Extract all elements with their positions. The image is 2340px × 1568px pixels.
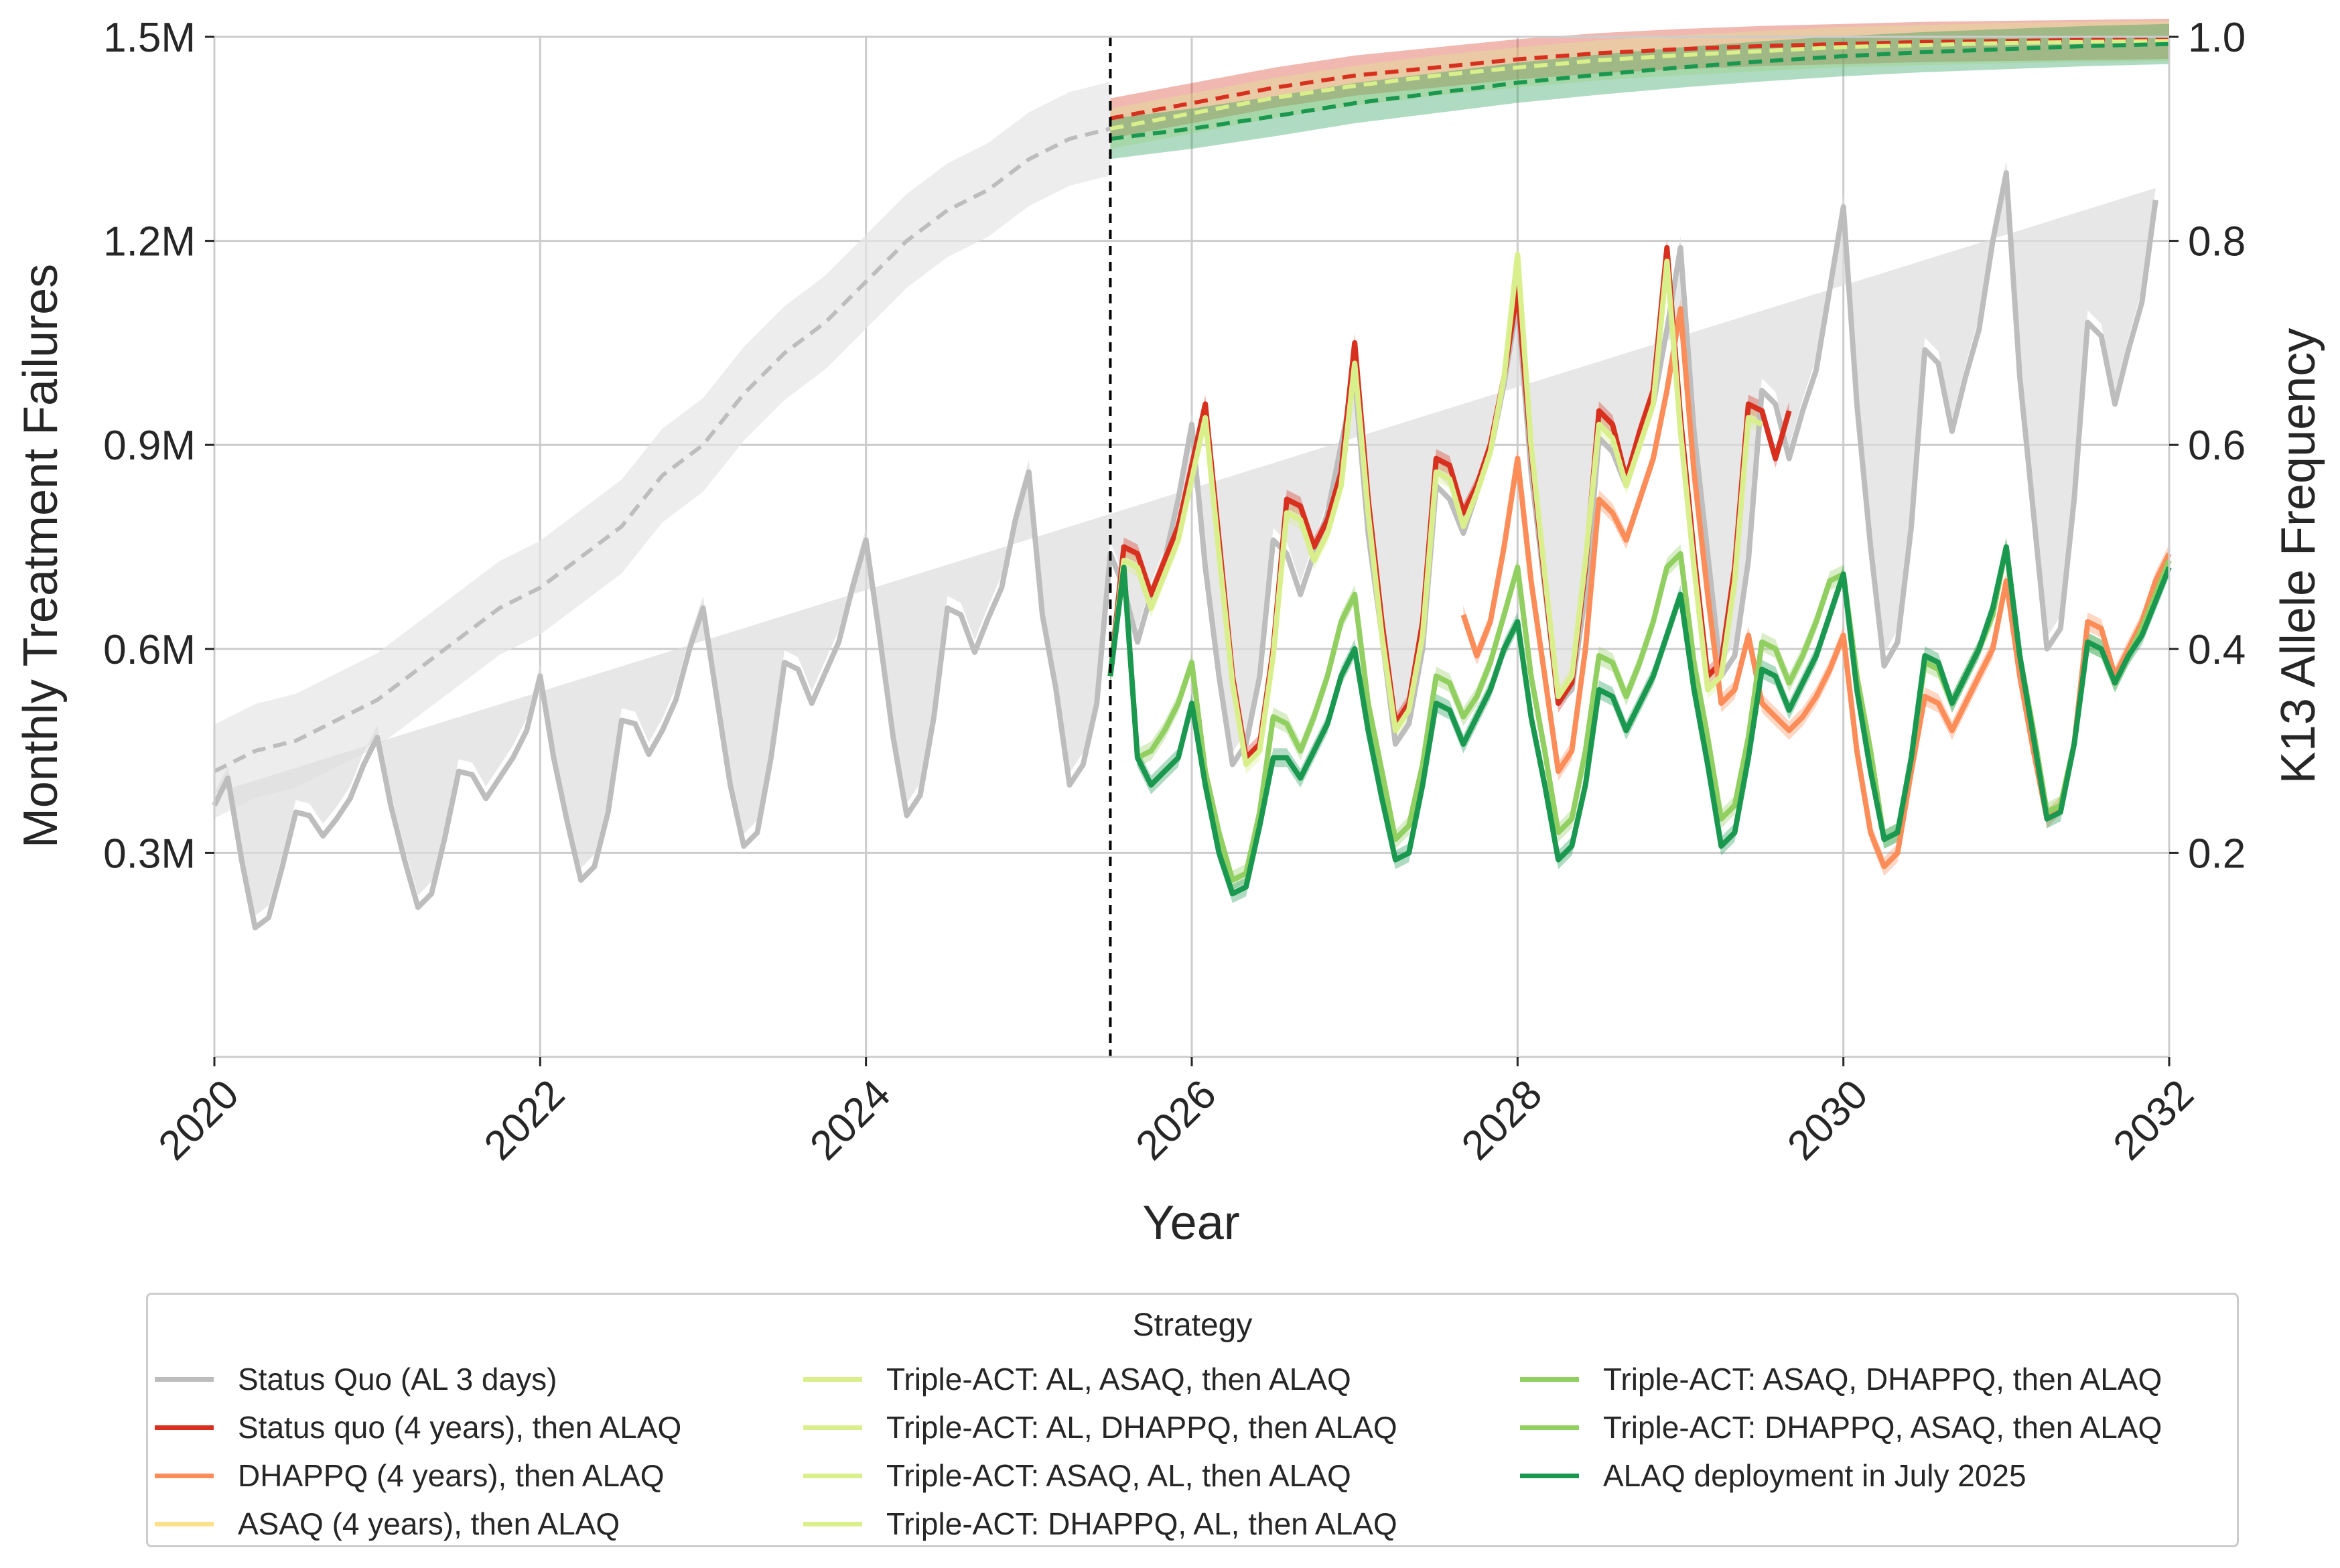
x-tick-label: 2020	[150, 1071, 248, 1169]
y-left-tick-label: 1.5M	[103, 15, 196, 61]
y-right-tick-label: 1.0	[2188, 15, 2246, 61]
legend-item: Triple-ACT: ASAQ, DHAPPQ, then ALAQ	[1520, 1355, 2162, 1403]
legend-swatch	[803, 1521, 862, 1526]
y-axis-left-title: Monthly Treatment Failures	[14, 264, 68, 848]
legend-item: ASAQ (4 years), then ALAQ	[155, 1500, 681, 1548]
legend-swatch	[155, 1473, 214, 1478]
k13-projected-line	[1110, 42, 2170, 141]
legend-swatch	[1520, 1425, 1579, 1430]
legend-column-2: Triple-ACT: AL, ASAQ, then ALAQ Triple-AC…	[803, 1355, 1397, 1548]
x-tick-label: 2032	[2105, 1071, 2203, 1169]
legend-item: DHAPPQ (4 years), then ALAQ	[155, 1451, 681, 1500]
legend-item: Status quo (4 years), then ALAQ	[155, 1403, 681, 1451]
legend-label: Triple-ACT: DHAPPQ, AL, then ALAQ	[886, 1506, 1397, 1541]
legend-item: Triple-ACT: ASAQ, AL, then ALAQ	[803, 1451, 1397, 1500]
k13-band	[1110, 23, 2169, 159]
failures-statusquo-band	[214, 161, 2156, 916]
y-left-tick-label: 0.3M	[103, 831, 196, 877]
x-tick-label: 2028	[1453, 1071, 1551, 1169]
legend-item: Triple-ACT: DHAPPQ, AL, then ALAQ	[803, 1500, 1397, 1548]
ticks: 2020 2022 2024 2026 2028 2030 2032 0.3M 0.6M 0.9M…	[103, 15, 2246, 1169]
legend-title: Strategy	[1132, 1307, 1253, 1343]
failures-projected-line	[1107, 251, 1763, 768]
legend: Strategy Status Quo (AL 3 days) Status qu…	[146, 1293, 2239, 1547]
x-tick-label: 2026	[1127, 1071, 1225, 1169]
series-lines	[212, 37, 2172, 1057]
y-right-tick-label: 0.6	[2188, 423, 2246, 469]
y-left-tick-label: 0.9M	[103, 423, 196, 469]
x-tick-label: 2022	[476, 1071, 573, 1169]
legend-label: Triple-ACT: DHAPPQ, ASAQ, then ALAQ	[1603, 1410, 2162, 1445]
chart: 2020 2022 2024 2026 2028 2030 2032 0.3M 0.6M 0.9M…	[14, 15, 2325, 1250]
k13-band	[1110, 19, 2169, 139]
legend-label: Status Quo (AL 3 days)	[238, 1362, 557, 1397]
legend-label: Status quo (4 years), then ALAQ	[238, 1410, 682, 1445]
legend-column-1: Status Quo (AL 3 days) Status quo (4 year…	[155, 1355, 681, 1548]
legend-swatch	[803, 1425, 862, 1430]
y-left-tick-label: 0.6M	[103, 627, 196, 673]
y-right-tick-label: 0.8	[2188, 219, 2246, 265]
legend-item: Triple-ACT: AL, ASAQ, then ALAQ	[803, 1355, 1397, 1403]
failures-statusquo-line	[212, 170, 2158, 931]
y-left-tick-label: 1.2M	[103, 219, 196, 265]
legend-swatch	[155, 1376, 214, 1382]
legend-swatch	[1520, 1376, 1579, 1382]
y-right-tick-label: 0.2	[2188, 831, 2246, 877]
x-tick-label: 2030	[1779, 1071, 1876, 1169]
legend-item: Triple-ACT: AL, DHAPPQ, then ALAQ	[803, 1403, 1397, 1451]
k13-statusquo-band	[214, 82, 1111, 818]
legend-label: Triple-ACT: AL, DHAPPQ, then ALAQ	[886, 1410, 1397, 1445]
legend-swatch	[1520, 1473, 1579, 1478]
legend-label: DHAPPQ (4 years), then ALAQ	[238, 1458, 665, 1493]
x-tick-label: 2024	[801, 1071, 899, 1169]
legend-label: Triple-ACT: ASAQ, DHAPPQ, then ALAQ	[1603, 1362, 2162, 1397]
legend-swatch	[803, 1376, 862, 1382]
failures-projected-line	[1107, 544, 2172, 897]
legend-swatch	[155, 1521, 214, 1526]
y-right-tick-label: 0.4	[2188, 627, 2246, 673]
legend-swatch	[803, 1473, 862, 1478]
legend-swatch	[155, 1425, 214, 1430]
legend-item: Triple-ACT: DHAPPQ, ASAQ, then ALAQ	[1520, 1403, 2162, 1451]
k13-projected-line	[1109, 37, 2170, 121]
y-axis-right-title: K13 Allele Frequency	[2272, 328, 2325, 784]
legend-item: Status Quo (AL 3 days)	[155, 1355, 681, 1403]
legend-column-3: Triple-ACT: ASAQ, DHAPPQ, then ALAQ Tripl…	[1520, 1355, 2162, 1500]
legend-item: ALAQ deployment in July 2025	[1520, 1451, 2162, 1500]
legend-label: ASAQ (4 years), then ALAQ	[238, 1506, 620, 1541]
legend-label: Triple-ACT: AL, ASAQ, then ALAQ	[886, 1362, 1351, 1397]
legend-label: Triple-ACT: ASAQ, AL, then ALAQ	[886, 1458, 1351, 1493]
legend-label: ALAQ deployment in July 2025	[1603, 1458, 2026, 1493]
k13-statusquo-line	[213, 127, 1111, 774]
k13-projected-line	[1109, 39, 2170, 131]
x-axis-title: Year	[1142, 1196, 1239, 1250]
